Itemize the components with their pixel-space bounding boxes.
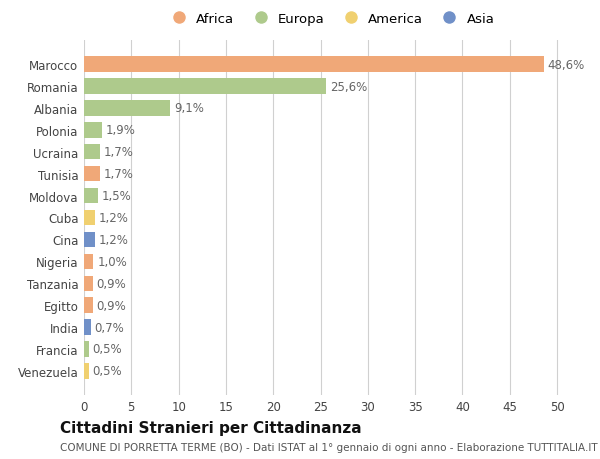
- Text: 0,9%: 0,9%: [97, 277, 126, 290]
- Text: 0,5%: 0,5%: [92, 364, 122, 377]
- Bar: [84, 189, 98, 204]
- Bar: [84, 232, 95, 247]
- Text: 9,1%: 9,1%: [174, 102, 204, 115]
- Bar: [84, 319, 91, 335]
- Text: 48,6%: 48,6%: [548, 59, 585, 72]
- Text: 1,7%: 1,7%: [104, 168, 134, 181]
- Text: COMUNE DI PORRETTA TERME (BO) - Dati ISTAT al 1° gennaio di ogni anno - Elaboraz: COMUNE DI PORRETTA TERME (BO) - Dati IST…: [60, 442, 598, 452]
- Text: 0,7%: 0,7%: [94, 321, 124, 334]
- Text: 0,9%: 0,9%: [97, 299, 126, 312]
- Bar: [84, 101, 170, 117]
- Legend: Africa, Europa, America, Asia: Africa, Europa, America, Asia: [166, 12, 494, 26]
- Bar: [84, 210, 95, 226]
- Bar: [84, 298, 92, 313]
- Text: 1,5%: 1,5%: [102, 190, 132, 203]
- Text: 1,7%: 1,7%: [104, 146, 134, 159]
- Text: 1,9%: 1,9%: [106, 124, 136, 137]
- Bar: [84, 254, 94, 269]
- Text: Cittadini Stranieri per Cittadinanza: Cittadini Stranieri per Cittadinanza: [60, 420, 362, 435]
- Bar: [84, 123, 102, 138]
- Text: 0,5%: 0,5%: [92, 343, 122, 356]
- Bar: [84, 341, 89, 357]
- Bar: [84, 79, 326, 95]
- Bar: [84, 167, 100, 182]
- Bar: [84, 145, 100, 160]
- Bar: [84, 364, 89, 379]
- Bar: [84, 276, 92, 291]
- Text: 1,2%: 1,2%: [99, 212, 129, 224]
- Text: 1,2%: 1,2%: [99, 233, 129, 246]
- Text: 1,0%: 1,0%: [97, 255, 127, 268]
- Text: 25,6%: 25,6%: [330, 80, 367, 93]
- Bar: [84, 57, 544, 73]
